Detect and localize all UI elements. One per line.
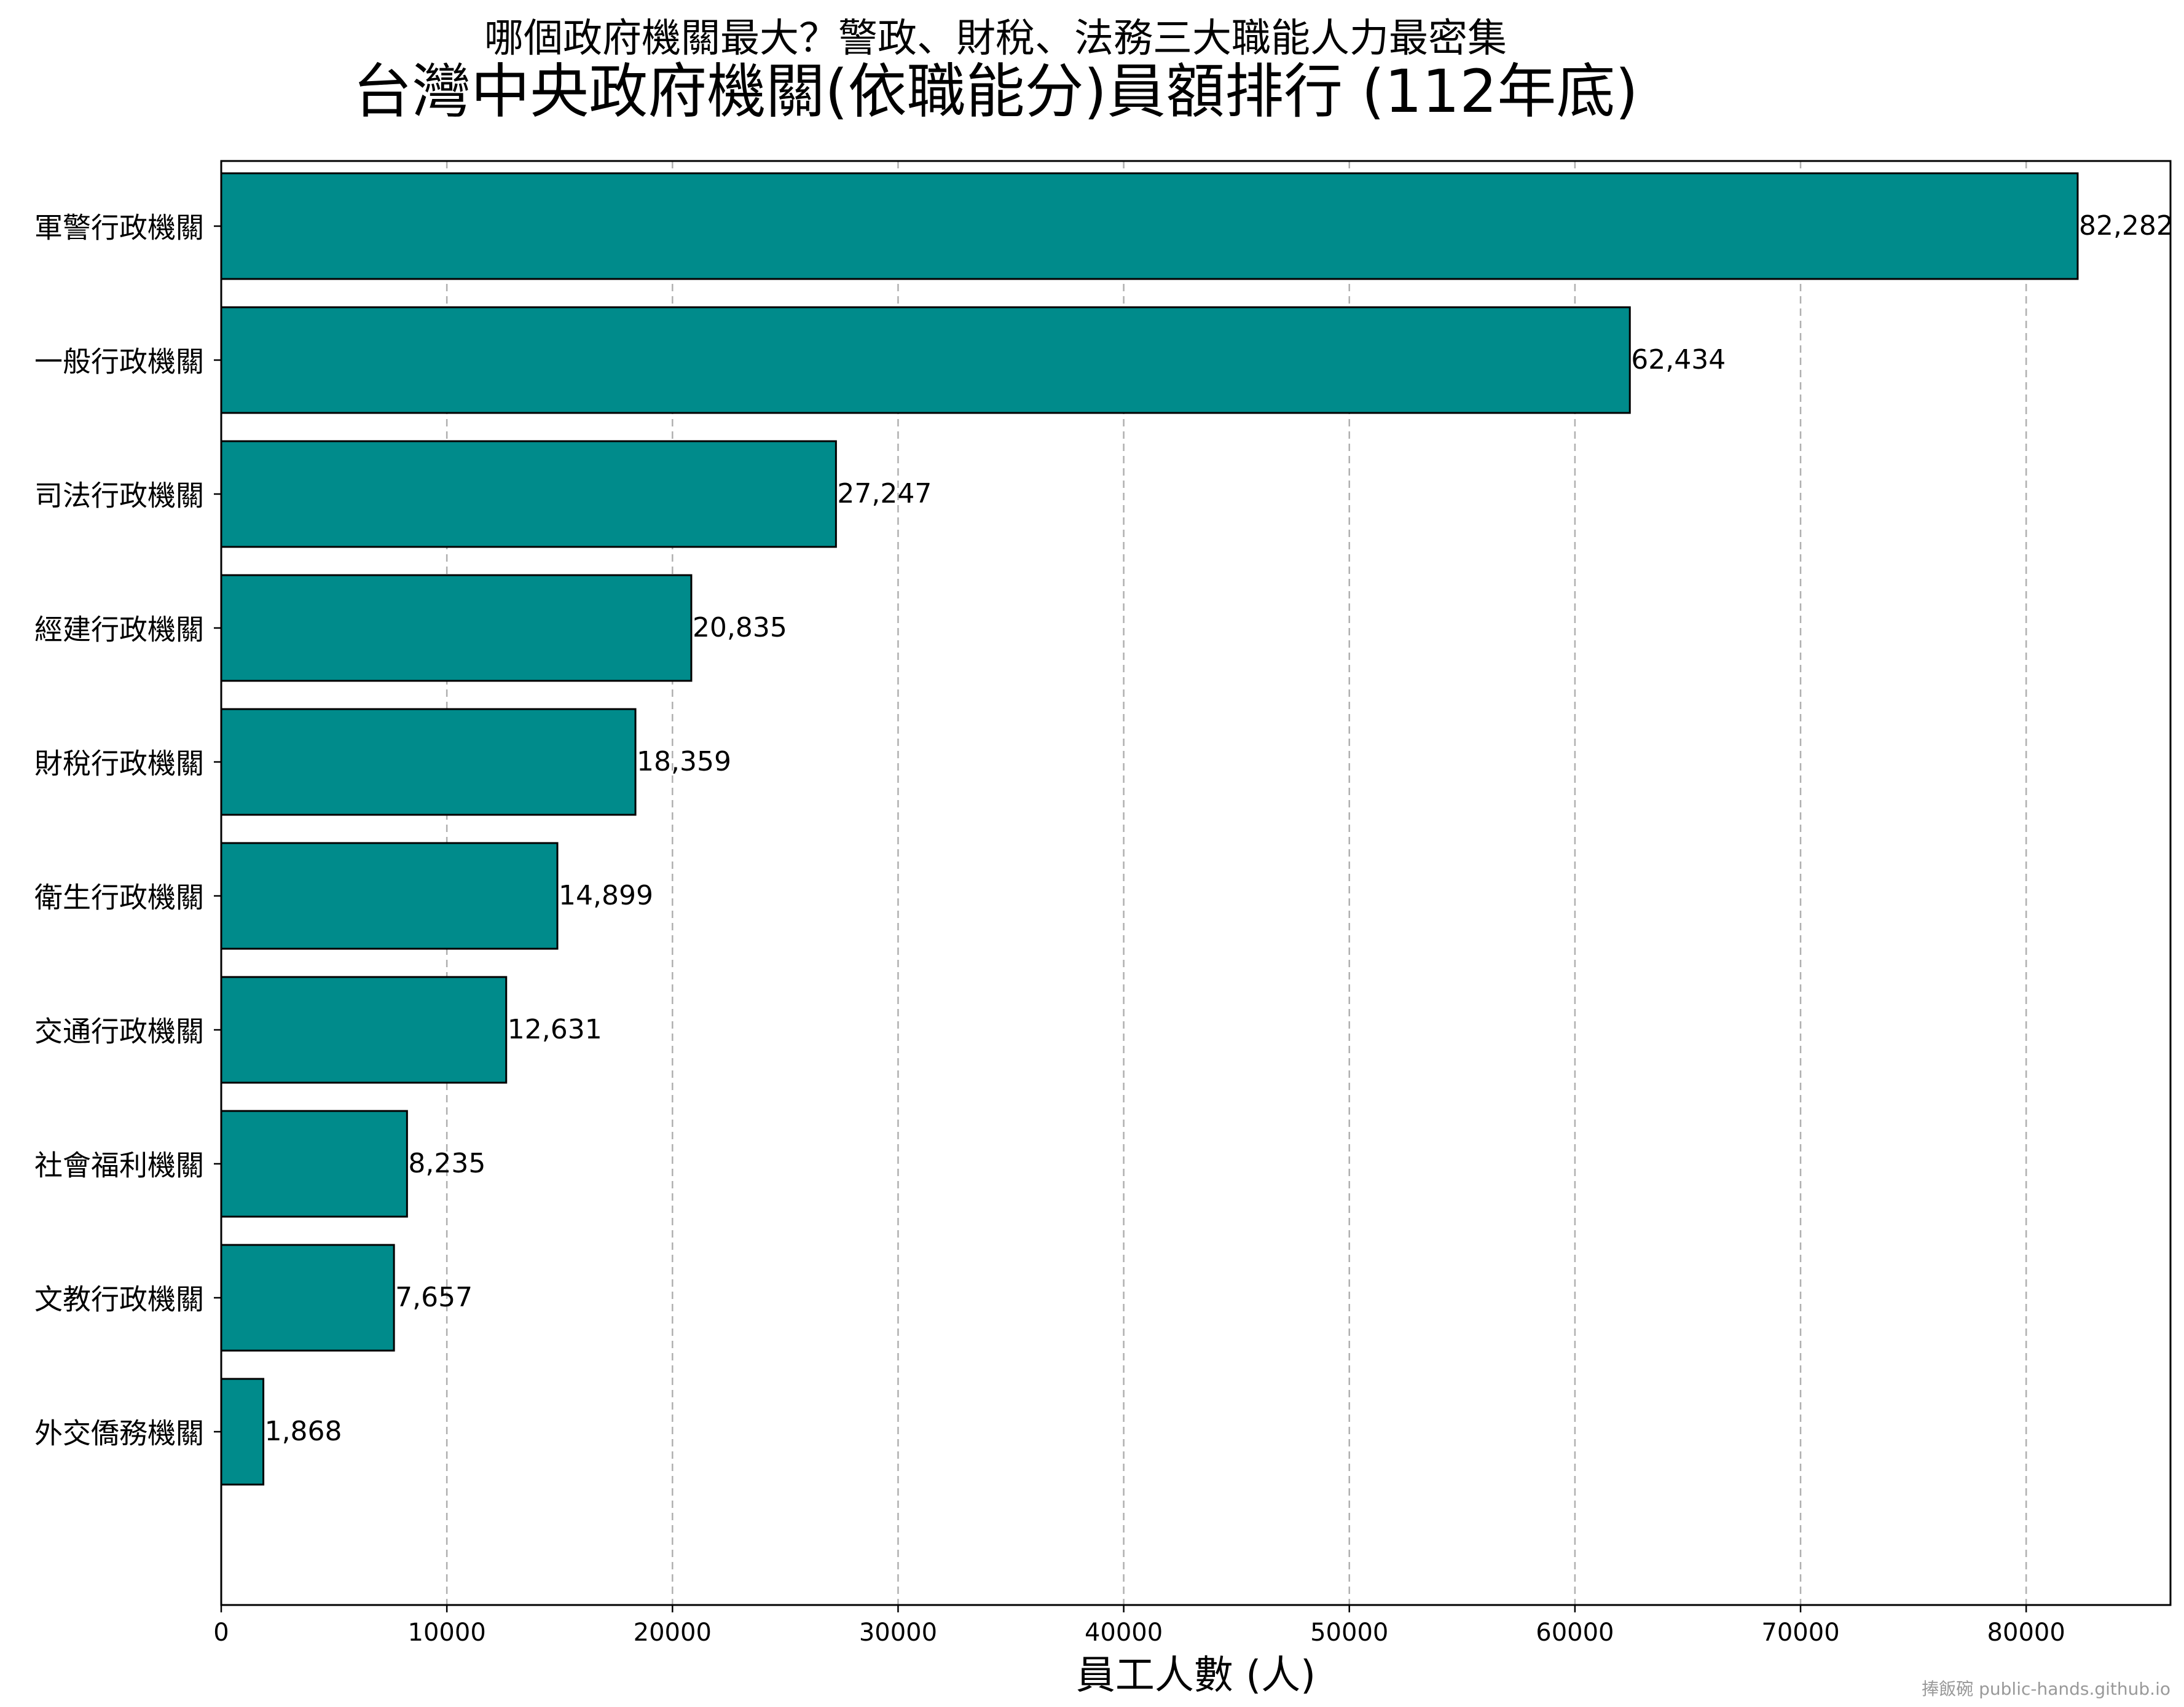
category-label: 衛生行政機關 xyxy=(34,881,204,914)
bar xyxy=(220,1244,395,1352)
plot-frame xyxy=(220,160,2172,1606)
category-label: 社會福利機關 xyxy=(34,1149,204,1182)
bar xyxy=(220,1110,408,1218)
bar-value-label: 62,434 xyxy=(1631,344,1726,375)
bar-value-label: 82,282 xyxy=(2079,210,2174,241)
bar xyxy=(220,842,559,950)
credit-text: 捧飯碗 public-hands.github.io xyxy=(1922,1679,2170,1699)
value-labels: 82,282 62,434 27,247 20,835 18,359 14,899 12,6… xyxy=(265,210,2174,1447)
x-tick-label: 40000 xyxy=(1085,1619,1163,1647)
x-tick-label: 80000 xyxy=(1987,1619,2065,1647)
bar-value-label: 18,359 xyxy=(637,746,731,777)
bars xyxy=(220,172,2079,1486)
category-label: 一般行政機關 xyxy=(34,345,204,379)
bar-value-label: 12,631 xyxy=(508,1014,602,1045)
category-label: 文教行政機關 xyxy=(34,1283,204,1316)
x-tick-label: 20000 xyxy=(634,1619,712,1647)
chart-suptitle: 哪個政府機關最大？警政、財稅、法務三大職能人力最密集 xyxy=(484,16,1507,61)
category-label: 司法行政機關 xyxy=(34,479,204,512)
bar-value-label: 1,868 xyxy=(265,1416,342,1447)
category-label: 經建行政機關 xyxy=(34,613,204,646)
bar xyxy=(220,976,508,1084)
bar-value-label: 27,247 xyxy=(837,478,932,509)
x-tick-label: 60000 xyxy=(1536,1619,1614,1647)
bar-value-label: 7,657 xyxy=(395,1282,473,1313)
bar-value-label: 8,235 xyxy=(408,1148,485,1179)
x-tick-label: 50000 xyxy=(1310,1619,1388,1647)
bar xyxy=(220,440,837,548)
bar xyxy=(220,574,693,682)
x-axis-ticks: 0 10000 20000 30000 40000 50000 60000 70000 8000… xyxy=(213,1605,2065,1647)
bar xyxy=(220,1378,265,1486)
x-tick-label: 10000 xyxy=(408,1619,486,1647)
bar xyxy=(220,306,1631,414)
bar-value-label: 14,899 xyxy=(559,880,653,911)
bar-value-label: 20,835 xyxy=(693,612,787,643)
x-tick-label: 0 xyxy=(213,1619,229,1647)
bar xyxy=(220,172,2079,280)
chart-title: 台灣中央政府機關(依職能分)員額排行 (112年底) xyxy=(353,57,1638,126)
x-tick-label: 30000 xyxy=(859,1619,937,1647)
category-labels: 軍警行政機關一般行政機關司法行政機關經建行政機關財稅行政機關衛生行政機關交通行政… xyxy=(34,211,221,1450)
bar xyxy=(220,708,637,816)
x-tick-label: 70000 xyxy=(1761,1619,1839,1647)
category-label: 交通行政機關 xyxy=(34,1015,204,1048)
category-label: 外交僑務機關 xyxy=(34,1417,204,1450)
category-label: 財稅行政機關 xyxy=(34,747,204,780)
category-label: 軍警行政機關 xyxy=(34,211,204,245)
x-axis-label: 員工人數 (人) xyxy=(1076,1653,1316,1698)
